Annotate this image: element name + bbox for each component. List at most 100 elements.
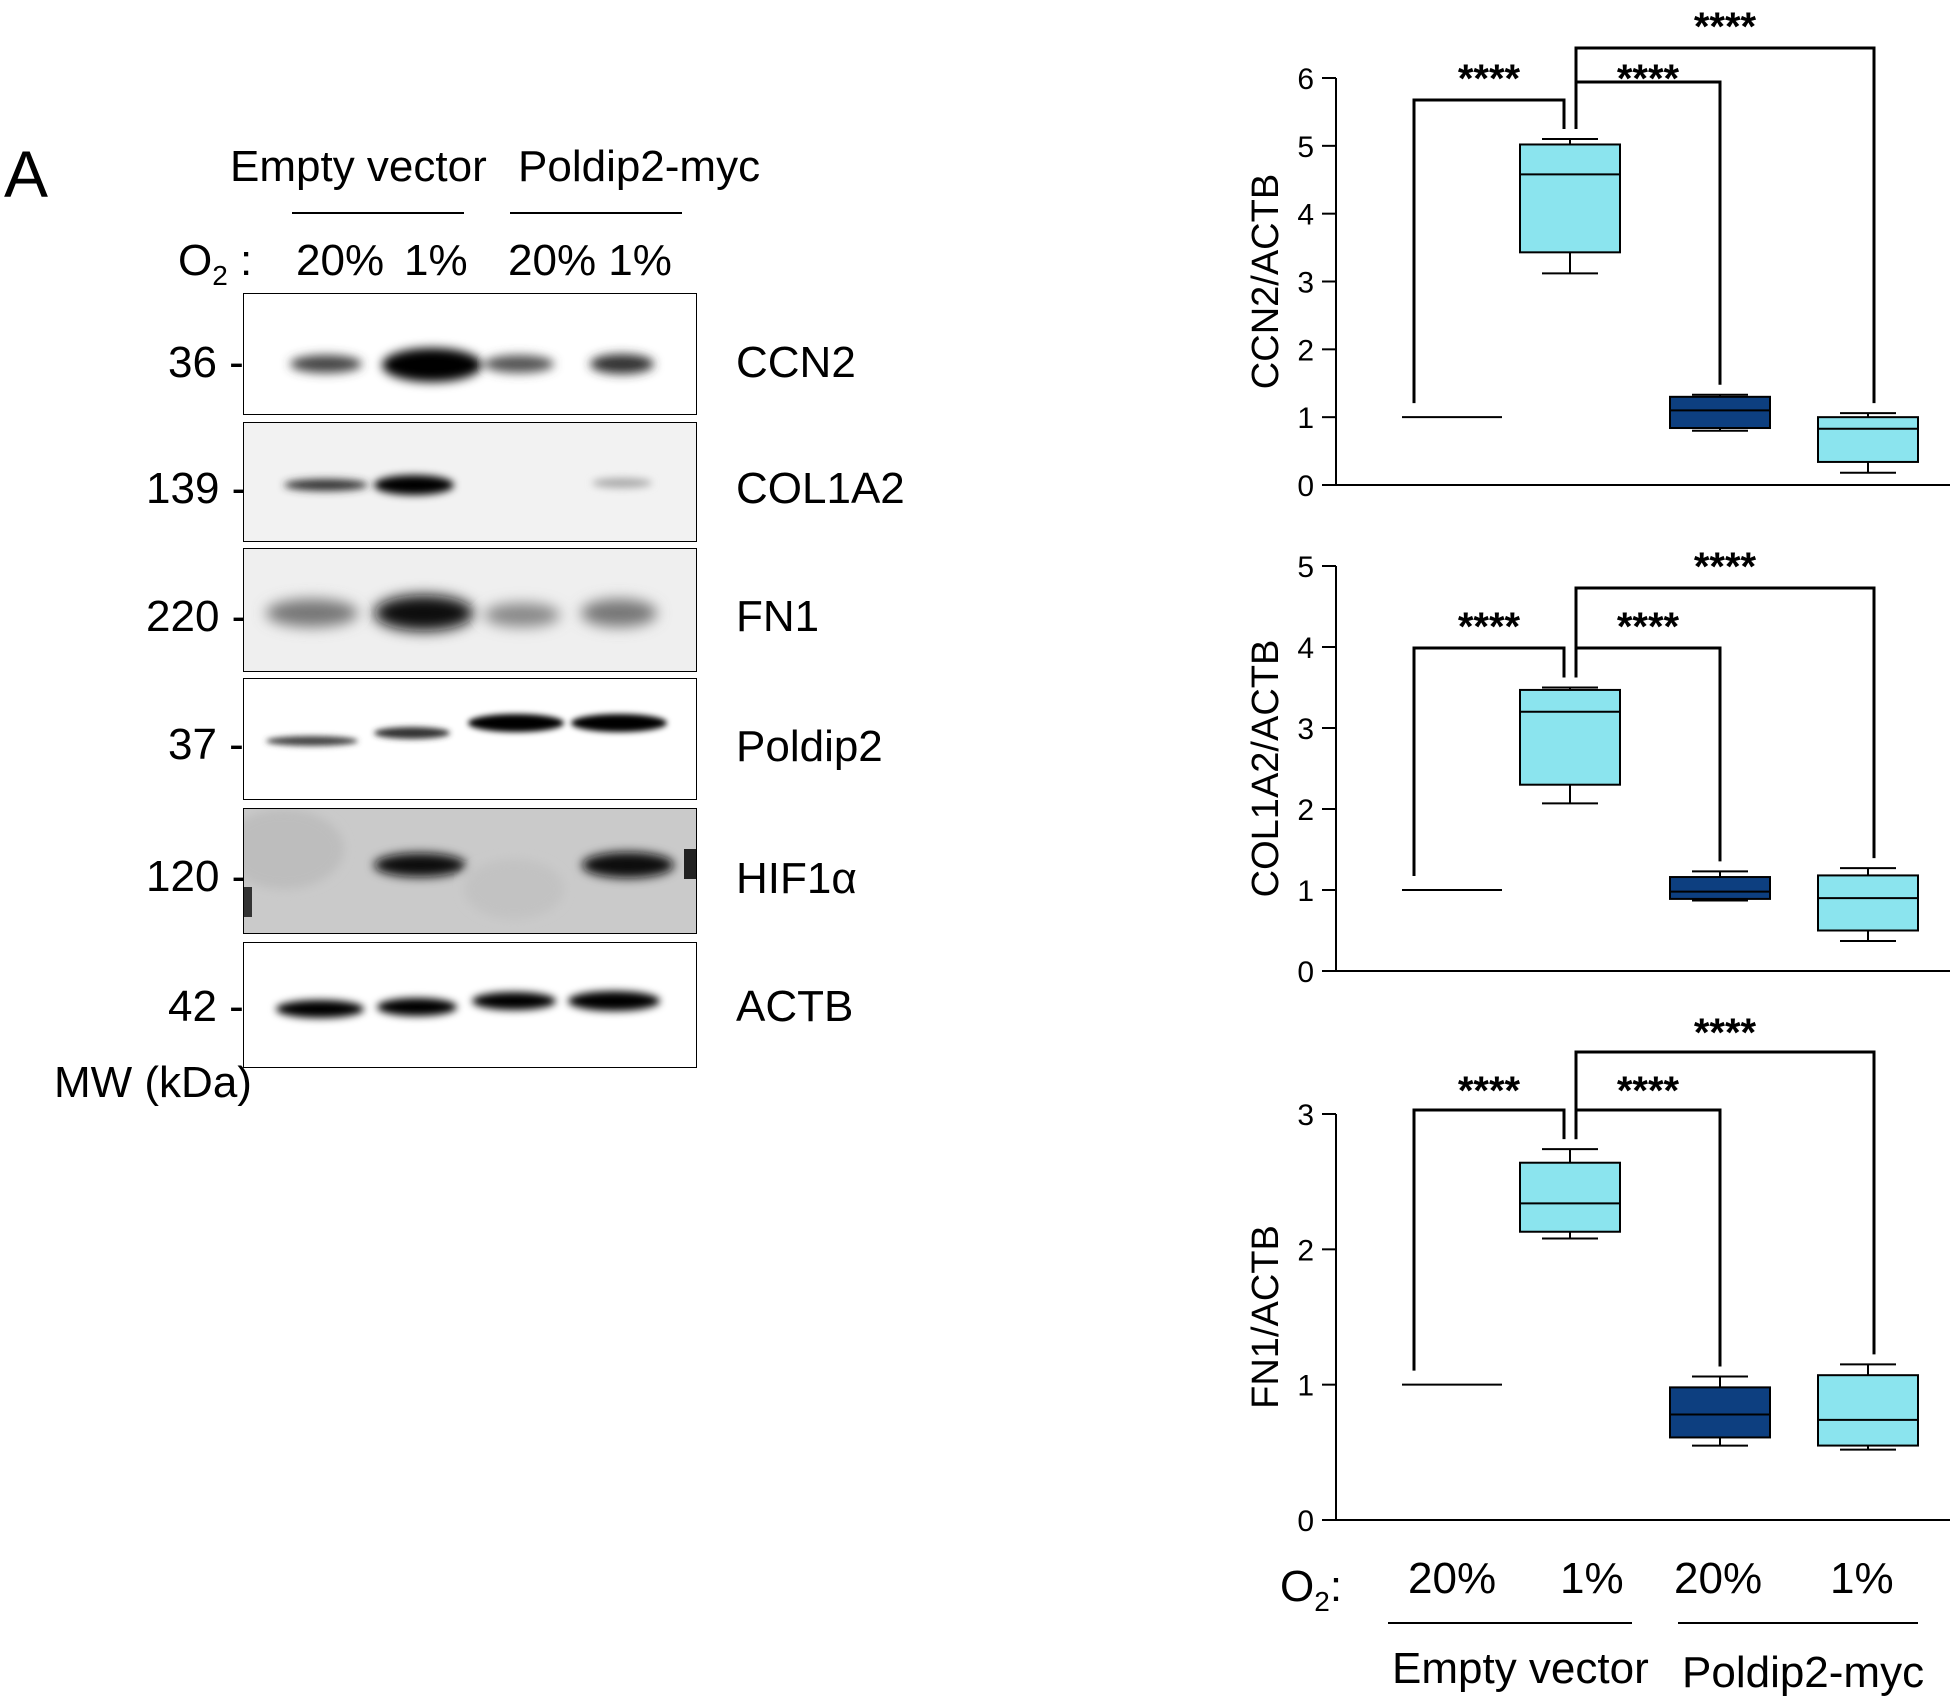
band-actb-3	[472, 992, 556, 1010]
mw-poldip2: 37 -	[168, 720, 244, 769]
panel-label: A	[4, 137, 49, 211]
band-actb-2	[377, 998, 457, 1016]
protein-hif1a: HIF1α	[736, 854, 857, 903]
chart-2-ytick-label: 1	[1297, 875, 1314, 908]
group-label-poldip2-myc: Poldip2-myc	[518, 142, 761, 191]
band-actb-4	[568, 991, 660, 1011]
chart-1-y-label: CCN2/ACTB	[1245, 174, 1287, 389]
band-col1a2-1	[284, 479, 368, 491]
blot-strip-poldip2	[243, 678, 697, 800]
x-label-pm-1: 1%	[1830, 1554, 1894, 1603]
mw-actb: 42 -	[168, 982, 244, 1031]
chart-1-box-4-iqr	[1817, 416, 1919, 463]
mw-col1a2: 139 -	[146, 464, 247, 513]
chart-2-box-3-iqr	[1669, 876, 1771, 900]
chart-1-significance-3: ****	[1694, 5, 1757, 49]
chart-1-bracket-1	[1412, 98, 1566, 404]
chart-1-ytick-label: 2	[1297, 334, 1314, 367]
blot-strip-ccn2	[243, 293, 697, 415]
x-label-pm-20: 20%	[1674, 1554, 1763, 1603]
band-fn1-1	[266, 599, 358, 627]
band-poldip2-1	[266, 736, 358, 746]
band-hif1a-4	[582, 852, 674, 878]
band-col1a2-2	[374, 475, 454, 495]
x-o2-label: O2:	[1280, 1562, 1342, 1618]
blot-strip-col1a2	[243, 422, 697, 542]
lane-label-ev-1: 1%	[404, 236, 468, 285]
x-label-ev-20: 20%	[1408, 1554, 1497, 1603]
chart-3-box-2-iqr	[1519, 1161, 1621, 1233]
x-label-ev-1: 1%	[1560, 1554, 1624, 1603]
band-hif1a-2	[374, 853, 466, 877]
chart-3-bracket-3	[1574, 1050, 1876, 1355]
chart-2-ytick-label: 4	[1297, 632, 1314, 665]
group-rule-poldip2-myc	[510, 212, 682, 214]
x-group-empty-vector: Empty vector	[1392, 1644, 1649, 1693]
band-poldip2-4	[571, 714, 667, 732]
chart-3-significance-3: ****	[1694, 1011, 1757, 1055]
protein-col1a2: COL1A2	[736, 464, 905, 513]
chart-2-significance-2: ****	[1617, 605, 1680, 649]
chart-3-y-label: FN1/ACTB	[1245, 1225, 1287, 1409]
band-ccn2-4	[590, 354, 654, 374]
blot-o2-sub: 2	[212, 259, 228, 291]
band-poldip2-3	[468, 714, 564, 732]
chart-1-ytick-label: 6	[1297, 63, 1314, 96]
lane-label-pm: 20% 1%	[508, 236, 672, 285]
blot-strip-fn1	[243, 548, 697, 672]
lane-label-ev-20: 20%	[296, 236, 385, 285]
band-fn1-2	[374, 595, 474, 631]
chart-1-box-2-iqr	[1519, 143, 1621, 254]
band-ccn2-3	[484, 355, 554, 373]
band-actb-1	[276, 1000, 364, 1018]
protein-actb: ACTB	[736, 982, 854, 1031]
chart-3-box-3-iqr	[1669, 1386, 1771, 1439]
chart-2-box-4-iqr	[1817, 874, 1919, 932]
group-label-empty-vector: Empty vector	[230, 142, 487, 191]
chart-2-significance-1: ****	[1458, 605, 1521, 649]
chart-3-significance-1: ****	[1458, 1069, 1521, 1113]
chart-2-y-label: COL1A2/ACTB	[1245, 640, 1287, 898]
x-group-rule-empty-vector	[1388, 1622, 1632, 1624]
chart-2-ytick-label: 2	[1297, 794, 1314, 827]
chart-2-ytick-label: 3	[1297, 713, 1314, 746]
chart-2-ytick-label: 5	[1297, 551, 1314, 584]
chart-2-bracket-3	[1574, 586, 1876, 859]
chart-3-significance-2: ****	[1617, 1069, 1680, 1113]
chart-1-ytick-label: 1	[1297, 402, 1314, 435]
blot-strip-hif1a	[243, 808, 697, 934]
chart-1-significance-2: ****	[1617, 57, 1680, 101]
band-fn1-4	[581, 599, 657, 627]
mw-hif1a: 120 -	[146, 852, 247, 901]
blot-o2-label: O2 :	[178, 236, 252, 292]
chart-3-box-4-iqr	[1817, 1374, 1919, 1447]
band-poldip2-2	[374, 727, 450, 739]
group-rule-empty-vector	[292, 212, 464, 214]
protein-poldip2: Poldip2	[736, 722, 883, 771]
blot-strip-actb	[243, 942, 697, 1068]
chart-2-significance-3: ****	[1694, 545, 1757, 589]
band-col1a2-4	[592, 478, 652, 488]
band-ccn2-2	[382, 348, 482, 382]
chart-3-ytick-label: 2	[1297, 1234, 1314, 1267]
chart-1-ytick-label: 0	[1297, 470, 1314, 503]
chart-1-significance-1: ****	[1458, 57, 1521, 101]
x-group-poldip2-myc: Poldip2-myc	[1682, 1648, 1925, 1697]
band-fn1-3	[484, 603, 560, 627]
protein-fn1: FN1	[736, 592, 820, 641]
chart-1-box-3-iqr	[1669, 395, 1771, 430]
blot-o2-main: O	[178, 236, 213, 285]
chart-1-ytick-label: 4	[1297, 199, 1314, 232]
band-ccn2-1	[290, 355, 362, 373]
blot-o2-colon: :	[227, 236, 253, 285]
chart-1-bracket-3	[1574, 46, 1876, 404]
chart-2-box-2-iqr	[1519, 688, 1621, 786]
chart-3-ytick-label: 1	[1297, 1370, 1314, 1403]
x-o2-colon: :	[1329, 1562, 1343, 1611]
mw-ccn2: 36 -	[168, 338, 244, 387]
mw-axis-label: MW (kDa)	[54, 1058, 252, 1107]
chart-3-bracket-1	[1412, 1108, 1566, 1371]
x-o2-main: O	[1280, 1562, 1315, 1611]
chart-1-ytick-label: 3	[1297, 267, 1314, 300]
